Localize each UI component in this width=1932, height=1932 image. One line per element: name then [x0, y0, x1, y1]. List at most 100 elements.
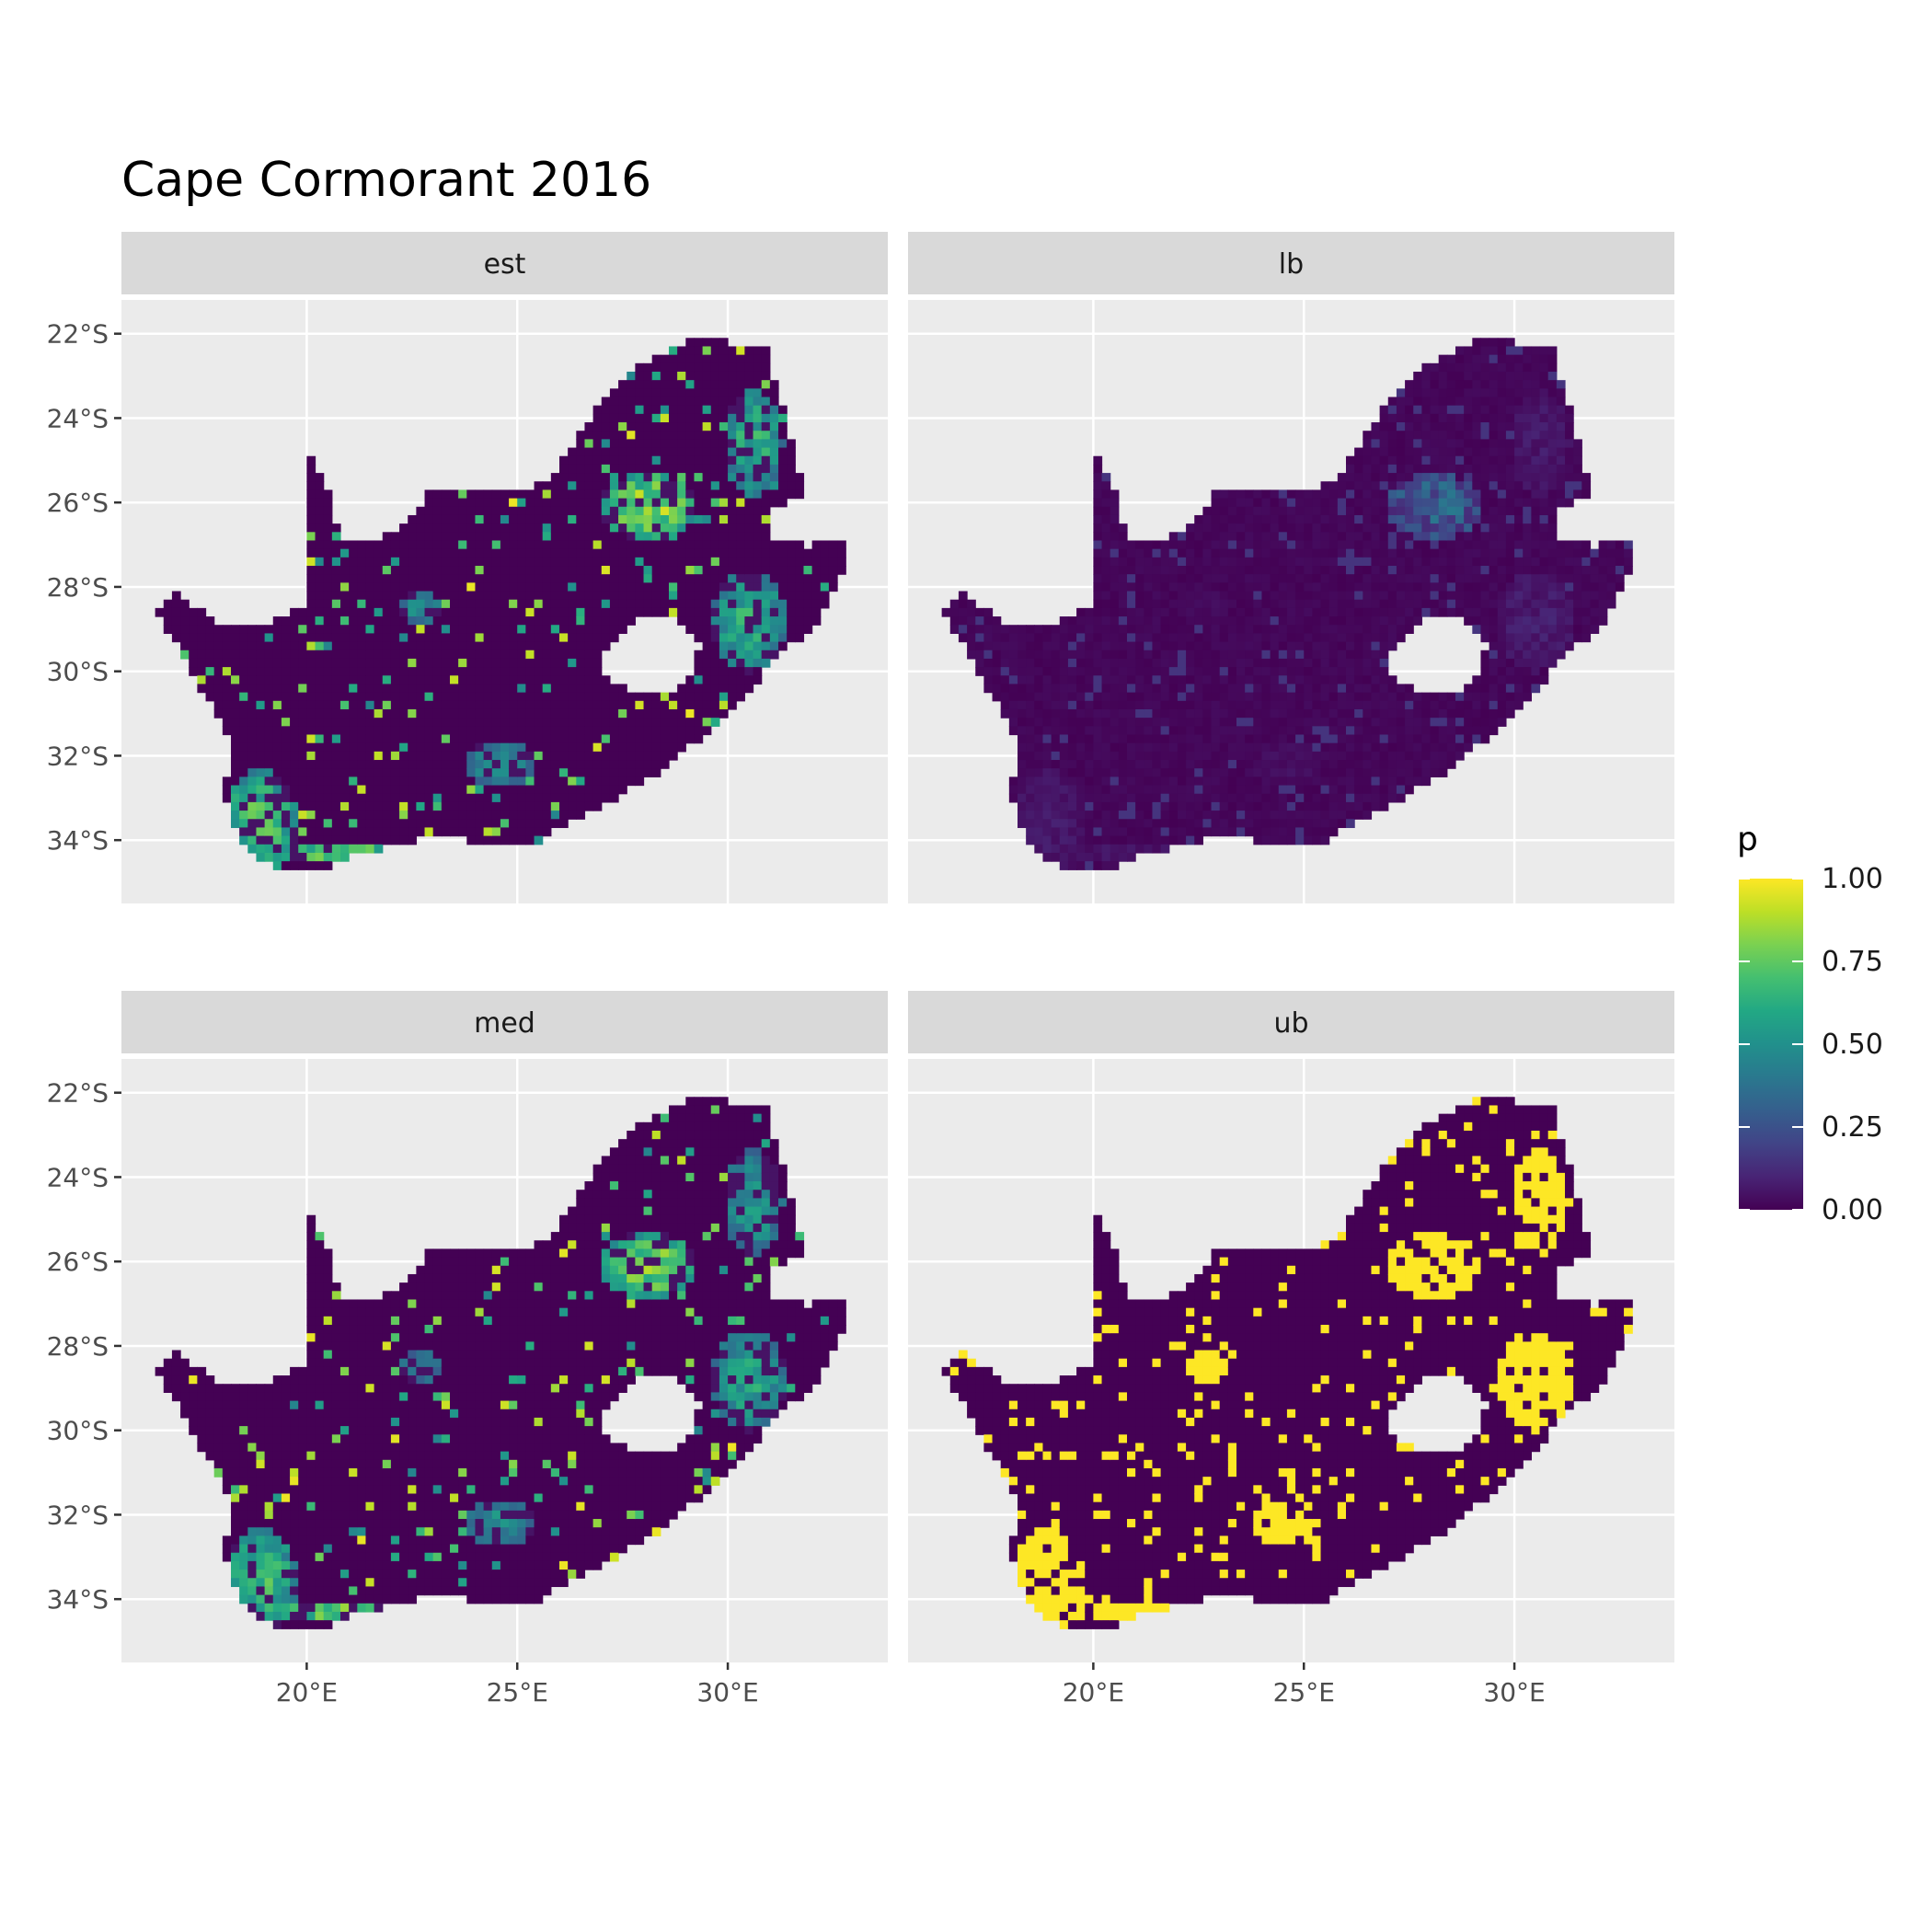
raster-cell: [1295, 692, 1305, 702]
raster-cell: [1379, 439, 1389, 449]
raster-cell: [1270, 726, 1280, 736]
raster-cell: [399, 760, 408, 769]
raster-cell: [627, 371, 636, 381]
raster-cell: [247, 684, 258, 694]
raster-cell: [1236, 734, 1246, 744]
raster-cell: [1371, 684, 1381, 694]
raster-cell: [1379, 667, 1389, 676]
raster-cell: [753, 532, 763, 542]
raster-cell: [702, 388, 712, 398]
raster-cell: [222, 684, 232, 694]
raster-cell: [1421, 726, 1432, 736]
raster-cell: [660, 692, 670, 702]
raster-cell: [1253, 489, 1263, 500]
raster-cell: [568, 557, 577, 567]
raster-cell: [1396, 582, 1406, 592]
raster-cell: [753, 625, 763, 634]
raster-cell: [424, 700, 434, 710]
raster-cell: [475, 708, 485, 719]
raster-cell: [1261, 708, 1271, 719]
raster-cell: [1110, 667, 1120, 676]
raster-cell: [222, 708, 232, 719]
raster-cell: [1110, 633, 1120, 643]
raster-cell: [1405, 700, 1414, 710]
raster-cell: [290, 751, 299, 761]
raster-cell: [205, 658, 215, 668]
y-tick-label: 30°S: [47, 657, 109, 687]
raster-cell: [483, 667, 493, 676]
raster-cell: [1059, 684, 1069, 694]
raster-cell: [761, 616, 771, 626]
raster-cell: [1346, 498, 1355, 508]
raster-cell: [222, 633, 232, 643]
raster-cell: [1278, 514, 1288, 524]
raster-cell: [408, 591, 417, 601]
raster-cell: [744, 371, 754, 381]
raster-cell: [247, 760, 258, 769]
raster-cell: [424, 811, 434, 820]
raster-cell: [1421, 380, 1432, 389]
raster-cell: [592, 523, 603, 533]
raster-cell: [702, 473, 712, 482]
raster-cell: [609, 591, 619, 601]
raster-cell: [584, 455, 594, 466]
raster-cell: [736, 641, 745, 651]
raster-cell: [1413, 718, 1422, 727]
raster-cell: [1472, 338, 1482, 348]
raster-cell: [1346, 616, 1355, 626]
raster-cell: [1304, 566, 1313, 575]
raster-cell: [517, 489, 526, 500]
raster-cell: [509, 582, 518, 592]
raster-cell: [1059, 785, 1069, 795]
raster-cell: [315, 684, 325, 694]
raster-cell: [1363, 667, 1373, 676]
raster-cell: [1219, 811, 1229, 820]
raster-cell: [1245, 607, 1254, 617]
raster-cell: [1312, 793, 1322, 803]
raster-cell: [1194, 801, 1203, 811]
raster-cell: [1034, 819, 1044, 829]
raster-cell: [1446, 574, 1456, 583]
raster-cell: [408, 708, 417, 719]
raster-cell: [1438, 481, 1448, 491]
raster-cell: [618, 498, 627, 508]
raster-cell: [1253, 776, 1263, 787]
raster-cell: [1093, 557, 1103, 567]
raster-cell: [609, 700, 619, 710]
raster-cell: [1202, 641, 1213, 651]
raster-cell: [1455, 447, 1465, 457]
raster-cell: [1118, 675, 1128, 685]
raster-cell: [1261, 625, 1271, 634]
raster-cell: [239, 785, 248, 795]
raster-cell: [306, 742, 316, 753]
raster-cell: [1405, 473, 1414, 482]
raster-cell: [710, 371, 720, 381]
raster-cell: [635, 742, 645, 753]
raster-cell: [432, 751, 443, 761]
raster-cell: [1337, 650, 1347, 660]
raster-cell: [685, 599, 696, 609]
raster-cell: [1093, 506, 1103, 516]
raster-cell: [651, 574, 661, 583]
raster-cell: [1295, 776, 1305, 787]
raster-cell: [1363, 768, 1373, 777]
raster-cell: [1219, 582, 1229, 592]
raster-cell: [1211, 548, 1221, 558]
raster-cell: [1093, 675, 1103, 685]
raster-cell: [669, 380, 678, 389]
raster-cell: [256, 726, 266, 736]
raster-cell: [1363, 439, 1373, 449]
raster-cell: [1261, 827, 1271, 837]
raster-cell: [568, 481, 577, 491]
raster-cell: [1371, 566, 1381, 575]
raster-cell: [1127, 684, 1136, 694]
raster-cell: [1093, 852, 1103, 862]
raster-cell: [1405, 574, 1414, 583]
raster-cell: [761, 641, 771, 651]
raster-cell: [441, 751, 451, 761]
raster-cell: [534, 835, 544, 845]
raster-cell: [197, 667, 207, 676]
raster-cell: [677, 481, 686, 491]
raster-cell: [592, 548, 603, 558]
raster-cell: [424, 684, 434, 694]
